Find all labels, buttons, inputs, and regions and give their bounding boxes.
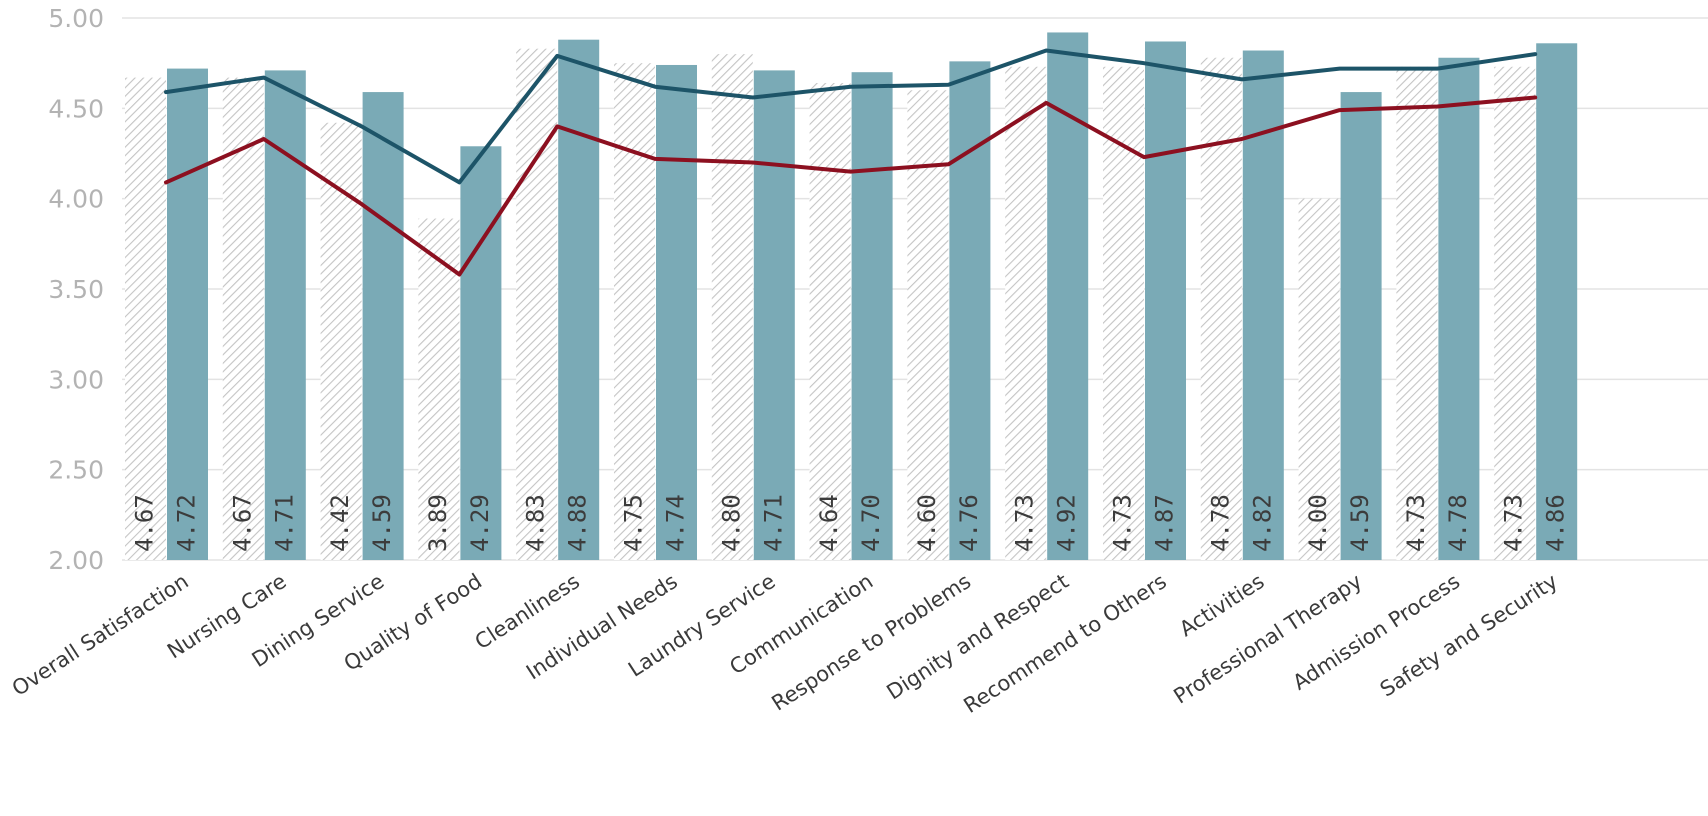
x-tick-label: Safety and Security <box>1376 569 1562 701</box>
bar-value-label: 4.73 <box>1011 494 1039 552</box>
bar-hatched <box>1005 66 1047 560</box>
bar-value-label: 4.73 <box>1109 494 1137 552</box>
lines <box>164 48 1538 277</box>
bar-hatched <box>1396 66 1438 560</box>
bar-solid <box>949 61 991 561</box>
bar-value-label: 4.83 <box>522 494 550 552</box>
bar-solid <box>558 39 600 561</box>
bar-hatched <box>125 77 166 561</box>
bar-solid <box>167 68 208 560</box>
bar-value-label: 4.71 <box>759 494 787 552</box>
bar-solid <box>1340 92 1382 560</box>
bar-value-label: 4.82 <box>1248 494 1276 552</box>
bar-hatched <box>320 122 362 560</box>
bar-value-label: 4.75 <box>620 494 648 552</box>
bar-value-label: 4.59 <box>368 494 396 552</box>
bar-value-label: 4.71 <box>270 494 298 552</box>
bar-solid <box>851 72 893 560</box>
y-tick-label: 4.00 <box>48 185 104 214</box>
bar-value-label: 4.76 <box>955 494 983 552</box>
bar-value-label: 4.87 <box>1151 494 1179 552</box>
bar-solid <box>1145 41 1186 560</box>
y-tick-label: 4.50 <box>48 94 104 123</box>
bar-hatched <box>711 54 753 561</box>
bar-value-label: 4.42 <box>326 494 354 552</box>
bar-value-label: 4.86 <box>1542 494 1570 552</box>
bar-hatched <box>809 83 851 560</box>
series-line <box>164 48 1538 185</box>
bar-value-label: 4.59 <box>1346 494 1374 552</box>
bar-value-label: 3.89 <box>424 494 452 552</box>
series-line <box>164 95 1538 277</box>
y-tick-label: 2.00 <box>48 546 104 575</box>
bar-solid <box>362 92 404 560</box>
y-tick-label: 3.50 <box>48 275 104 304</box>
bar-hatched <box>1298 198 1340 560</box>
bar-solid <box>1438 57 1480 560</box>
bar-hatched <box>907 90 949 561</box>
y-tick-label: 2.50 <box>48 456 104 485</box>
bar-value-label: 4.60 <box>913 494 941 552</box>
bar-solid <box>1047 32 1089 561</box>
bar-value-label: 4.80 <box>717 494 745 552</box>
x-tick-label: Overall Satisfaction <box>8 569 193 701</box>
bar-value-label: 4.67 <box>228 494 256 552</box>
bar-value-label: 4.88 <box>564 494 592 552</box>
bar-value-label: 4.72 <box>173 494 201 552</box>
bar-hatched <box>1494 66 1536 560</box>
bar-solid <box>460 146 502 561</box>
bar-value-label: 4.92 <box>1053 494 1081 552</box>
y-axis-ticks: 2.00 2.50 3.00 3.50 4.00 4.50 5.00 <box>48 4 104 575</box>
x-tick-label: Professional Therapy <box>1169 569 1366 709</box>
bar-value-label: 4.67 <box>131 494 159 552</box>
bar-value-label: 4.73 <box>1402 494 1430 552</box>
bar-value-label: 4.00 <box>1304 494 1332 552</box>
bar-value-label: 4.74 <box>662 494 690 552</box>
bar-value-label: 4.73 <box>1500 494 1528 552</box>
bar-hatched <box>418 218 460 561</box>
bar-labels: 4.67 4.72 4.67 4.71 4.42 4.59 3.89 4.29 4.83 4.88… <box>131 494 1570 552</box>
bar-value-label: 4.78 <box>1206 494 1234 552</box>
bar-solid <box>1536 43 1578 560</box>
bar-hatched <box>1103 66 1144 560</box>
y-tick-label: 5.00 <box>48 4 104 33</box>
bar-solid <box>656 64 697 561</box>
bar-value-label: 4.70 <box>857 494 885 552</box>
y-tick-label: 3.00 <box>48 365 104 394</box>
bar-hatched <box>516 48 558 561</box>
bar-value-label: 4.78 <box>1444 494 1472 552</box>
x-tick-label: Dignity and Respect <box>882 569 1072 704</box>
bar-hatched <box>222 77 264 561</box>
bar-solid <box>753 70 795 560</box>
bar-hatched <box>614 63 655 561</box>
bar-value-label: 4.64 <box>815 494 843 552</box>
bar-hatched <box>1200 57 1242 560</box>
x-tick-label: Activities <box>1175 569 1268 641</box>
x-tick-label: Admission Process <box>1288 569 1464 695</box>
bars <box>125 32 1578 561</box>
bar-value-label: 4.29 <box>466 494 494 552</box>
